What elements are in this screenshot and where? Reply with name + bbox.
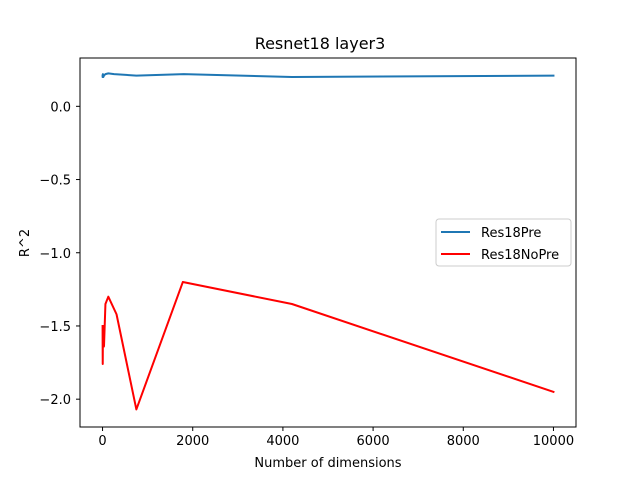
y-tick-label: −1.5 [39, 320, 71, 335]
y-tick-label: −0.5 [39, 174, 71, 189]
x-axis-ticks: 0 2000 4000 6000 8000 10000 [98, 427, 574, 449]
y-axis-ticks: 0.0 −0.5 −1.0 −1.5 −2.0 [39, 100, 80, 408]
chart-title: Resnet18 layer3 [255, 34, 386, 53]
x-tick-label: 0 [98, 434, 106, 449]
legend: Res18Pre Res18NoPre [435, 218, 572, 267]
series-line-res18pre [101, 72, 555, 79]
legend-label-res18pre: Res18Pre [481, 226, 541, 241]
x-axis-title: Number of dimensions [254, 456, 401, 471]
x-tick-label: 4000 [266, 434, 299, 449]
series-line-res18nopre [101, 281, 555, 411]
x-tick-label: 8000 [447, 434, 480, 449]
plot-frame [79, 57, 577, 428]
x-tick-label: 2000 [176, 434, 209, 449]
x-tick-label: 6000 [357, 434, 390, 449]
x-tick-label: 10000 [533, 434, 574, 449]
y-tick-label: −1.0 [39, 247, 71, 262]
y-tick-label: 0.0 [50, 100, 71, 115]
series-layer [101, 72, 555, 411]
y-tick-label: −2.0 [39, 393, 71, 408]
legend-label-res18nopre: Res18NoPre [481, 248, 559, 263]
y-axis-title: R^2 [18, 229, 33, 257]
